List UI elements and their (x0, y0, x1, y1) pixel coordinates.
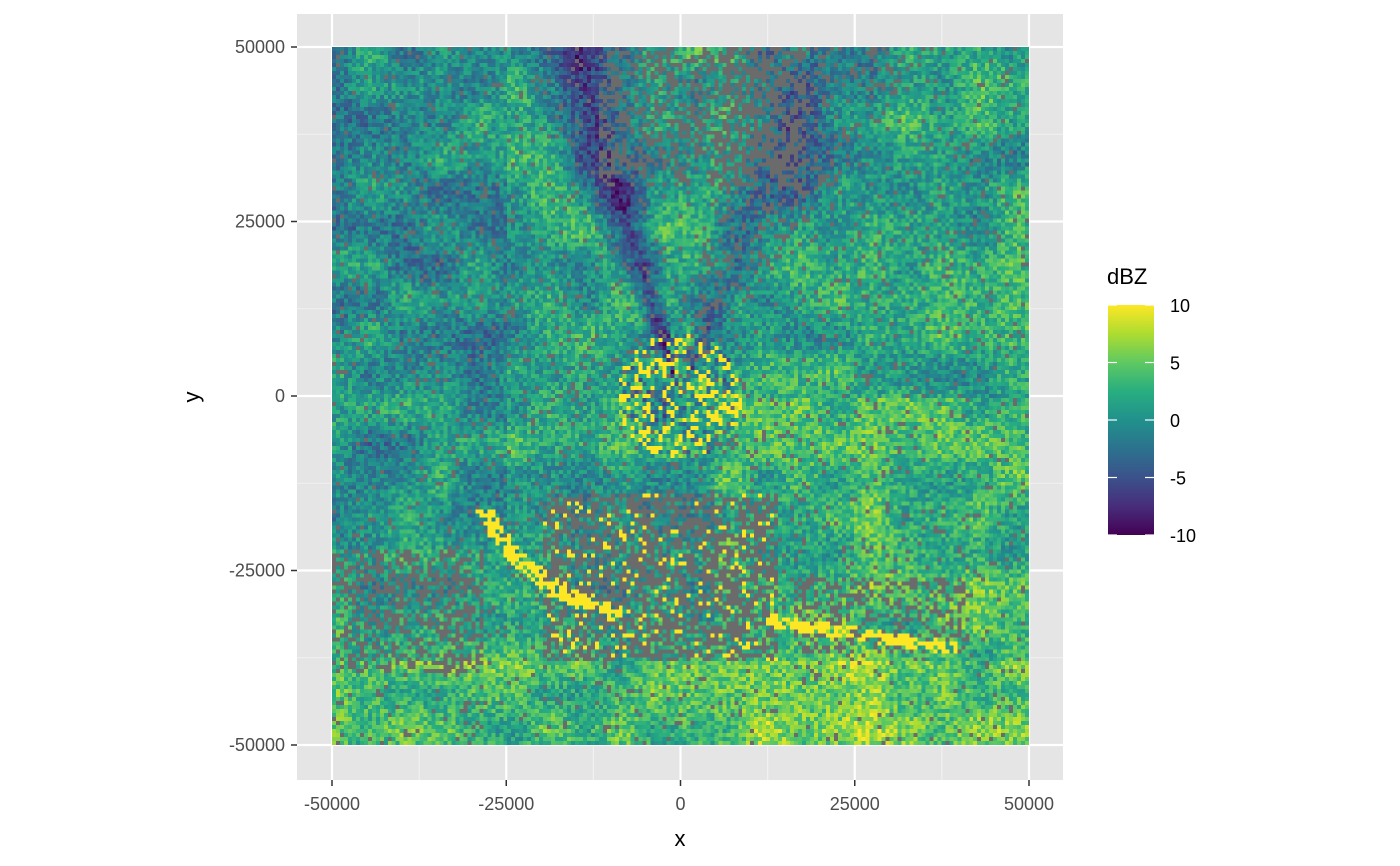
legend-break-label: 0 (1170, 411, 1180, 431)
axes: -50000 -25000 0 25000 50000 50000 25000 0 -25000… (229, 37, 1054, 814)
x-tick-label: 25000 (830, 794, 880, 814)
legend-break-label: -5 (1170, 469, 1186, 489)
x-tick-label: -25000 (478, 794, 534, 814)
legend-break-label: 5 (1170, 354, 1180, 374)
y-axis-title: y (179, 392, 204, 403)
x-axis-title: x (675, 826, 686, 851)
x-tick-label: 0 (675, 794, 685, 814)
reflectivity-raster (332, 47, 1029, 745)
x-tick-label: 50000 (1004, 794, 1054, 814)
y-tick-label: -50000 (229, 735, 285, 755)
x-tick-label: -50000 (304, 794, 360, 814)
legend: dBZ 10 5 0 -5 -10 (1107, 264, 1196, 546)
y-tick-label: 50000 (235, 37, 285, 57)
y-tick-label: 25000 (235, 212, 285, 232)
reflectivity-raster-image (332, 47, 1029, 745)
legend-title: dBZ (1107, 264, 1147, 289)
y-tick-label: -25000 (229, 561, 285, 581)
y-tick-label: 0 (275, 386, 285, 406)
legend-break-label: 10 (1170, 296, 1190, 316)
legend-break-label: -10 (1170, 526, 1196, 546)
